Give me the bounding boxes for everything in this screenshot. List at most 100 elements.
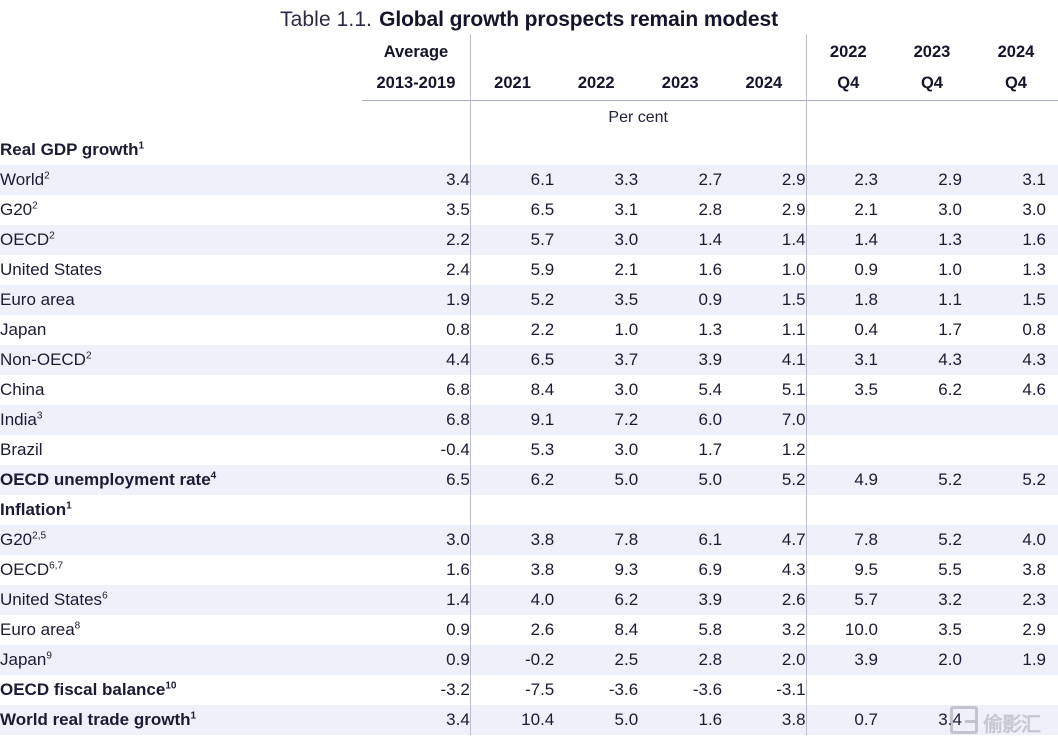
table-cell: 3.8 [722, 705, 807, 735]
table-cell [973, 135, 1058, 165]
table-cell: 6.2 [554, 585, 639, 615]
table-row: G202,5 3.0 3.8 7.8 6.1 4.7 7.8 5.2 4.0 [0, 525, 1058, 555]
table-row: World real trade growth1 3.4 10.4 5.0 1.6 3.8… [0, 705, 1058, 735]
header-2023-line1 [638, 34, 723, 63]
table-cell: 2.0 [722, 645, 807, 675]
table-cell [890, 135, 974, 165]
table-cell: 6.1 [638, 525, 723, 555]
page-title: Table 1.1. Global growth prospects remai… [0, 0, 1058, 34]
table-cell: 3.2 [890, 585, 974, 615]
table-cell: 5.2 [469, 285, 555, 315]
table-cell: 3.0 [554, 225, 639, 255]
table-cell: 5.7 [805, 585, 890, 615]
table-cell: 6.2 [469, 465, 555, 495]
table-cell: 1.4 [805, 225, 890, 255]
header-avg-line1: Average [362, 34, 471, 63]
table-row: Inflation1 [0, 495, 1058, 525]
table-cell: 9.5 [805, 555, 890, 585]
table-cell: 2.9 [722, 165, 807, 195]
table-cell: 3.3 [554, 165, 639, 195]
table-cell [890, 675, 974, 705]
row-label: Inflation1 [0, 495, 363, 525]
table-cell: 2.9 [973, 615, 1058, 645]
table-cell: 3.2 [722, 615, 807, 645]
table-cell: -0.2 [469, 645, 555, 675]
header-2022-line2: 2022 [554, 63, 639, 100]
table-cell: 4.7 [722, 525, 807, 555]
table-cell: 5.9 [469, 255, 555, 285]
table-cell: 5.1 [722, 375, 807, 405]
footnote-marker: 6 [102, 590, 108, 602]
table-cell: 2.2 [362, 225, 471, 255]
table-row: Real GDP growth1 [0, 135, 1058, 165]
header-2024-line2: 2024 [722, 63, 807, 100]
header-2024q4-line1: 2024 [973, 34, 1058, 63]
table-cell: 3.9 [638, 585, 723, 615]
table-cell: 2.6 [722, 585, 807, 615]
footnote-marker: 10 [165, 680, 177, 692]
table-cell [973, 405, 1058, 435]
table-cell: 4.3 [973, 345, 1058, 375]
table-cell: -3.1 [722, 675, 807, 705]
table-number: Table 1.1. [280, 8, 373, 31]
table-cell: 3.9 [805, 645, 890, 675]
units-cell-avg [362, 101, 471, 135]
header-2024-line1 [722, 34, 807, 63]
table-cell [722, 495, 807, 525]
table-cell: -7.5 [469, 675, 555, 705]
table-cell: 10.4 [469, 705, 555, 735]
row-label: India3 [0, 405, 363, 435]
table-cell: 1.0 [722, 255, 807, 285]
table-row: India3 6.8 9.1 7.2 6.0 7.0 [0, 405, 1058, 435]
table-cell: 4.4 [362, 345, 471, 375]
row-label: World2 [0, 165, 363, 195]
row-label: United States [0, 255, 363, 285]
units-label: Per cent [469, 101, 807, 135]
table-row: China 6.8 8.4 3.0 5.4 5.1 3.5 6.2 4.6 [0, 375, 1058, 405]
table-cell: 5.8 [638, 615, 723, 645]
table-cell [805, 135, 890, 165]
table-cell: 4.9 [805, 465, 890, 495]
table-cell: 2.9 [722, 195, 807, 225]
table-cell: 5.0 [554, 465, 639, 495]
row-label: OECD fiscal balance10 [0, 675, 363, 705]
footnote-marker: 3 [36, 410, 43, 422]
table-cell: 4.0 [469, 585, 555, 615]
table-cell: 1.0 [554, 315, 639, 345]
table-cell [722, 135, 807, 165]
table-cell [805, 675, 890, 705]
table-row: OECD unemployment rate4 6.5 6.2 5.0 5.0 5.2 4.… [0, 465, 1058, 495]
row-label: Japan9 [0, 645, 363, 675]
header-2022q4-line2: Q4 [805, 63, 890, 100]
table-cell: 3.0 [973, 195, 1058, 225]
table-cell: 1.9 [973, 645, 1058, 675]
table-cell: 7.8 [805, 525, 890, 555]
table-cell [554, 135, 639, 165]
table-cell: 7.2 [554, 405, 639, 435]
table-cell: 9.3 [554, 555, 639, 585]
table-cell [805, 495, 890, 525]
header-avg-line2: 2013-2019 [362, 63, 471, 100]
table-cell: 4.6 [973, 375, 1058, 405]
table-cell: 1.9 [362, 285, 471, 315]
units-row: Per cent [0, 101, 1058, 135]
table-cell: -3.6 [554, 675, 639, 705]
table-cell: 3.1 [554, 195, 639, 225]
table-cell: 3.4 [890, 705, 974, 735]
table-row: World2 3.4 6.1 3.3 2.7 2.9 2.3 2.9 3.1 [0, 165, 1058, 195]
table-cell: 1.3 [638, 315, 723, 345]
table-cell: 2.2 [469, 315, 555, 345]
header-2021-line1 [469, 34, 555, 63]
footnote-marker: 2,5 [32, 530, 47, 542]
table-cell: 6.8 [362, 375, 471, 405]
table-cell: 1.6 [362, 555, 471, 585]
table-cell: 3.8 [469, 555, 555, 585]
footnote-marker: 6,7 [49, 560, 64, 572]
table-cell: 1.4 [722, 225, 807, 255]
table-cell: 5.7 [469, 225, 555, 255]
footnote-marker: 2 [44, 170, 50, 182]
table-cell: 1.7 [890, 315, 974, 345]
table-cell: 2.3 [973, 585, 1058, 615]
table-cell: -0.4 [362, 435, 471, 465]
